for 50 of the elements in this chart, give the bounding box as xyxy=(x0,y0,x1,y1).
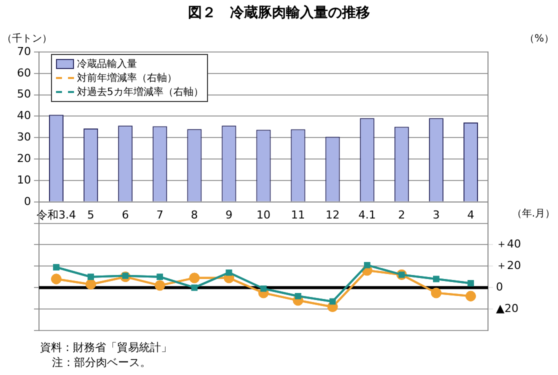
point xyxy=(156,274,164,280)
x-tick-label: 4.1 xyxy=(358,208,376,222)
text: 注：部分肉ベース。 xyxy=(51,355,152,370)
text: 資料：財務省「貿易統計」 xyxy=(40,340,172,355)
y-tick-label: 60 xyxy=(16,66,31,80)
point xyxy=(191,284,198,291)
x-tick-label: 12 xyxy=(326,208,340,222)
point xyxy=(430,288,442,298)
y-tick-label: 40 xyxy=(16,109,31,122)
y-axis-title: （千トン） xyxy=(2,32,52,45)
point xyxy=(88,274,94,280)
legend-label: 対過去5カ年増減率（右軸） xyxy=(76,86,204,99)
point xyxy=(294,293,302,300)
point xyxy=(154,280,166,291)
x-tick-label: 11 xyxy=(291,208,306,222)
y-tick-label: 10 xyxy=(16,173,31,186)
y-tick-label: 20 xyxy=(16,152,31,165)
point xyxy=(329,298,336,305)
x-axis-title: （年.月） xyxy=(512,208,555,220)
x-tick-label: 8 xyxy=(190,208,198,222)
point xyxy=(466,290,476,302)
point xyxy=(86,279,96,290)
y-tick-label: 30 xyxy=(16,130,31,144)
point xyxy=(51,274,62,284)
y2-tick-label: ＋40 xyxy=(496,238,522,251)
x-tick-label: 9 xyxy=(225,208,232,222)
x-tick-label: 10 xyxy=(256,208,270,222)
point xyxy=(433,276,440,282)
y-tick-label: 0 xyxy=(24,194,31,208)
x-tick-label: 3 xyxy=(432,208,440,222)
x-tick-label: 5 xyxy=(87,208,94,222)
y2-tick-label: ▲20 xyxy=(496,302,518,315)
x-tick-label: 2 xyxy=(398,208,406,222)
chart-title: 図２ 冷蔵豚肉輸入量の推移 xyxy=(187,4,371,22)
y2-tick-label: 0 xyxy=(496,280,504,294)
y2-axis-title: （%） xyxy=(524,34,554,45)
y-tick-label: 50 xyxy=(16,88,31,101)
x-tick-label: 6 xyxy=(122,208,129,222)
x-tick-label: 7 xyxy=(156,208,164,222)
y-tick-label: 70 xyxy=(16,44,31,58)
point xyxy=(189,272,200,284)
legend-label: 冷蔵品輸入量 xyxy=(76,58,137,71)
point xyxy=(226,269,232,276)
legend-label: 対前年増減率（右軸） xyxy=(76,72,177,85)
point xyxy=(260,286,267,292)
point xyxy=(364,262,370,268)
y2-tick-label: ＋20 xyxy=(496,259,522,272)
point xyxy=(53,264,60,270)
point xyxy=(468,280,474,286)
x-tick-label: 4 xyxy=(467,208,474,222)
